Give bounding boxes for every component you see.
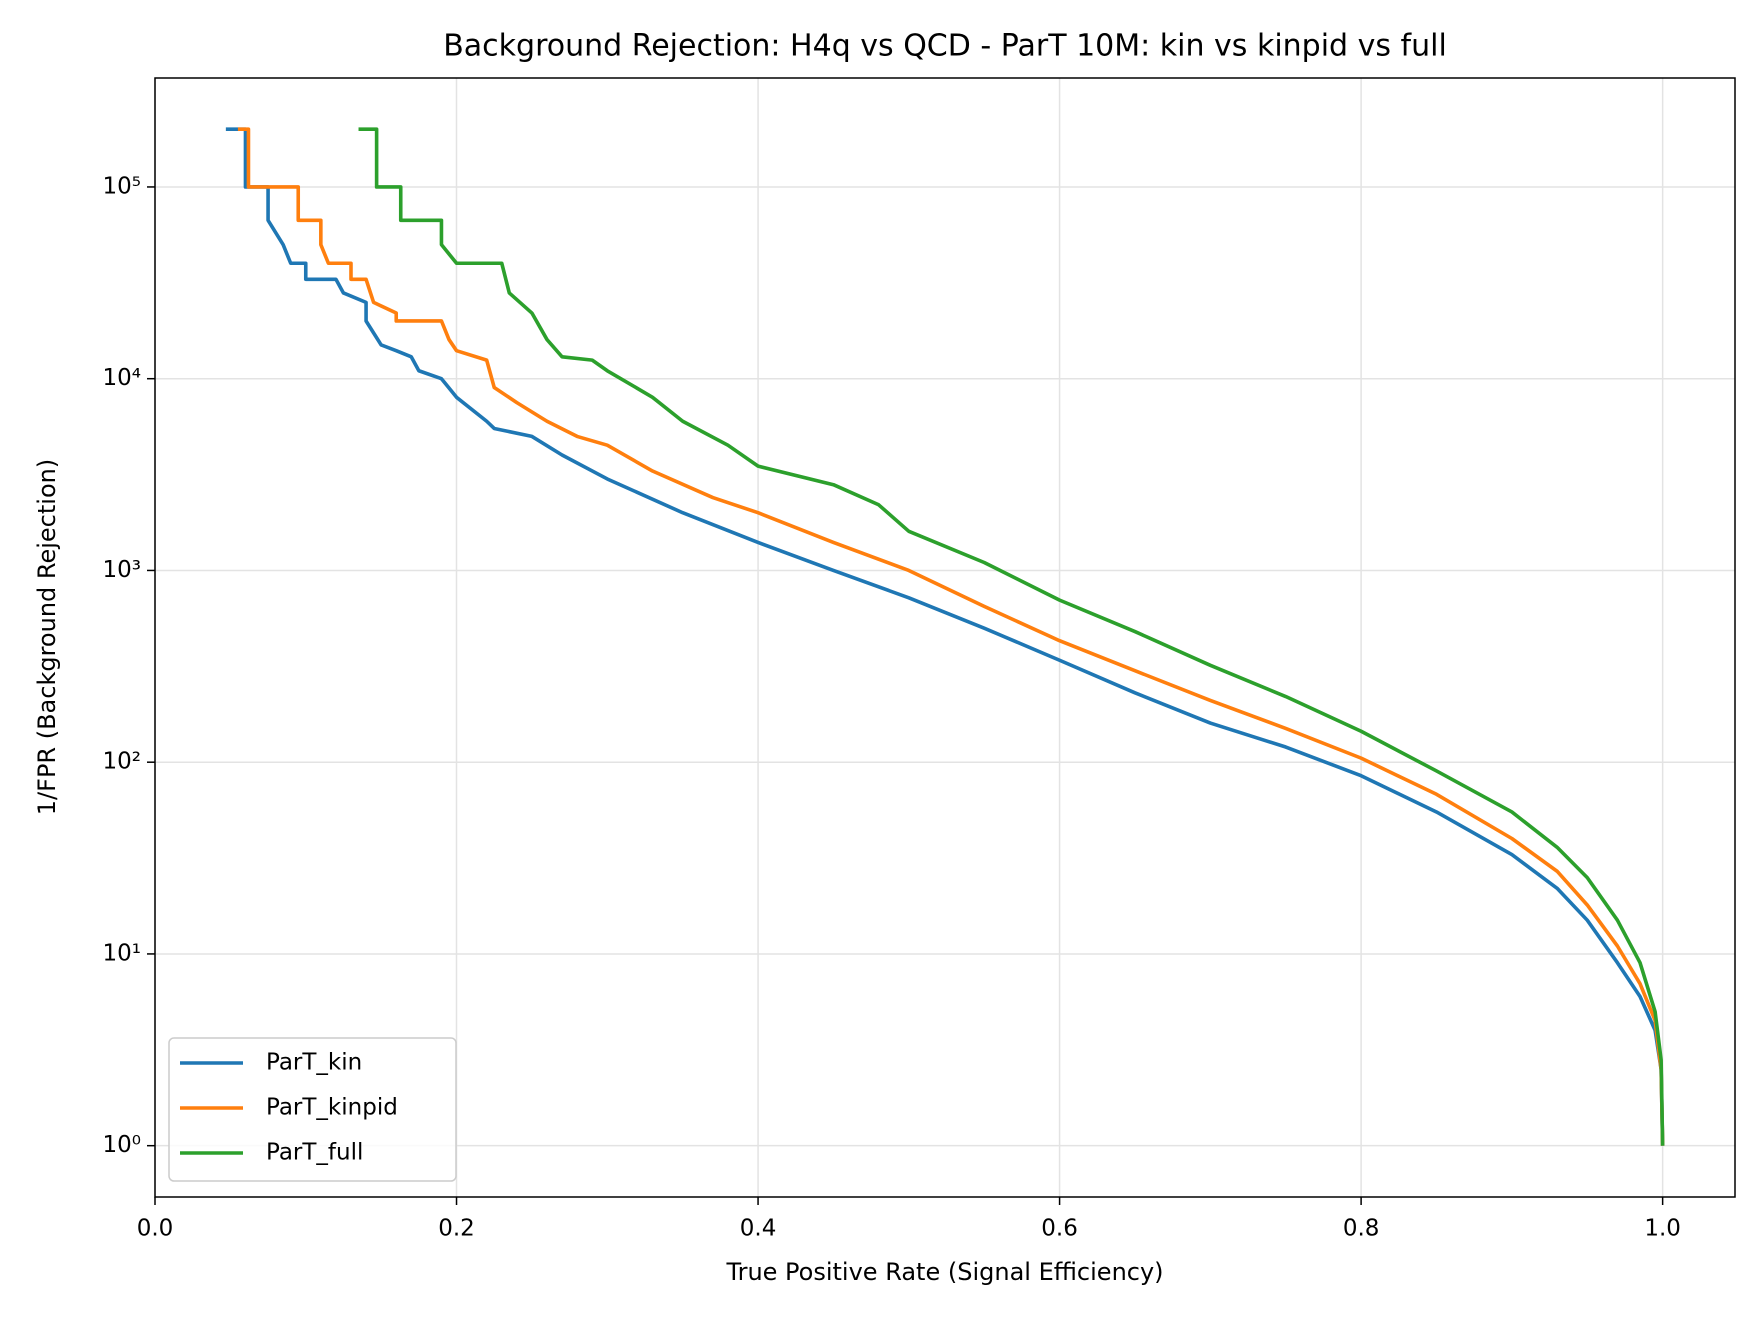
chart-title: Background Rejection: H4q vs QCD - ParT … — [443, 29, 1447, 64]
y-tick-label: 10³ — [103, 557, 142, 583]
plot-lines — [225, 127, 1665, 1146]
grid — [154, 78, 1735, 1197]
x-tick-label: 0.0 — [137, 1216, 174, 1242]
x-tick-label: 0.4 — [740, 1216, 777, 1242]
legend-label: ParT_kinpid — [266, 1095, 398, 1121]
legend-label: ParT_full — [266, 1140, 363, 1166]
y-tick-label: 10⁰ — [103, 1132, 142, 1158]
x-tick-label: 0.6 — [1041, 1216, 1078, 1242]
x-tick-label: 0.8 — [1343, 1216, 1380, 1242]
plot-frame — [154, 77, 1736, 1198]
ticks: 0.0 0.2 0.4 0.6 0.8 1.0 10⁰ 10¹ 10² 10³ 10⁴ 10⁵ — [103, 173, 1681, 1241]
legend-label: ParT_kin — [266, 1050, 362, 1076]
y-axis-label: 1/FPR (Background Rejection) — [33, 459, 61, 815]
y-tick-label: 10¹ — [103, 940, 142, 966]
x-tick-label: 1.0 — [1644, 1216, 1681, 1242]
series-line — [358, 127, 1665, 1146]
y-tick-label: 10² — [103, 749, 142, 775]
x-axis-label: True Positive Rate (Signal Efficiency) — [725, 1258, 1163, 1286]
series-line — [237, 127, 1665, 1146]
legend-box — [168, 1037, 457, 1182]
y-tick-label: 10⁴ — [103, 365, 142, 391]
legend: ParT_kin ParT_kinpid ParT_full — [168, 1037, 457, 1182]
y-tick-label: 10⁵ — [103, 173, 142, 199]
series-line — [225, 127, 1665, 1146]
x-tick-label: 0.2 — [438, 1216, 475, 1242]
